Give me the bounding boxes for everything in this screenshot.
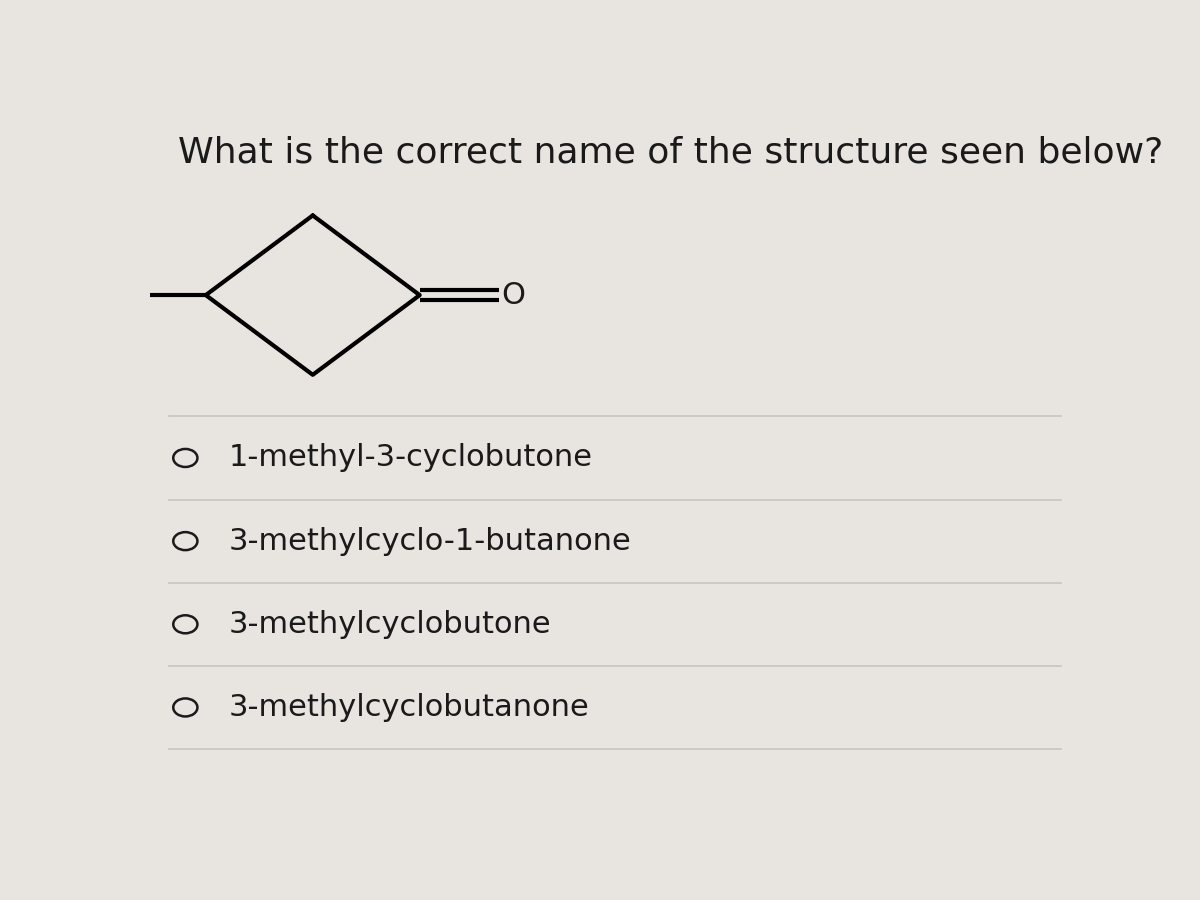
Text: 3-methylcyclobutone: 3-methylcyclobutone [229,610,552,639]
Text: O: O [502,281,526,310]
Text: What is the correct name of the structure seen below?: What is the correct name of the structur… [178,136,1163,170]
Text: 3-methylcyclobutanone: 3-methylcyclobutanone [229,693,590,722]
Text: 3-methylcyclo-1-butanone: 3-methylcyclo-1-butanone [229,526,631,555]
Text: 1-methyl-3-cyclobutone: 1-methyl-3-cyclobutone [229,444,593,472]
